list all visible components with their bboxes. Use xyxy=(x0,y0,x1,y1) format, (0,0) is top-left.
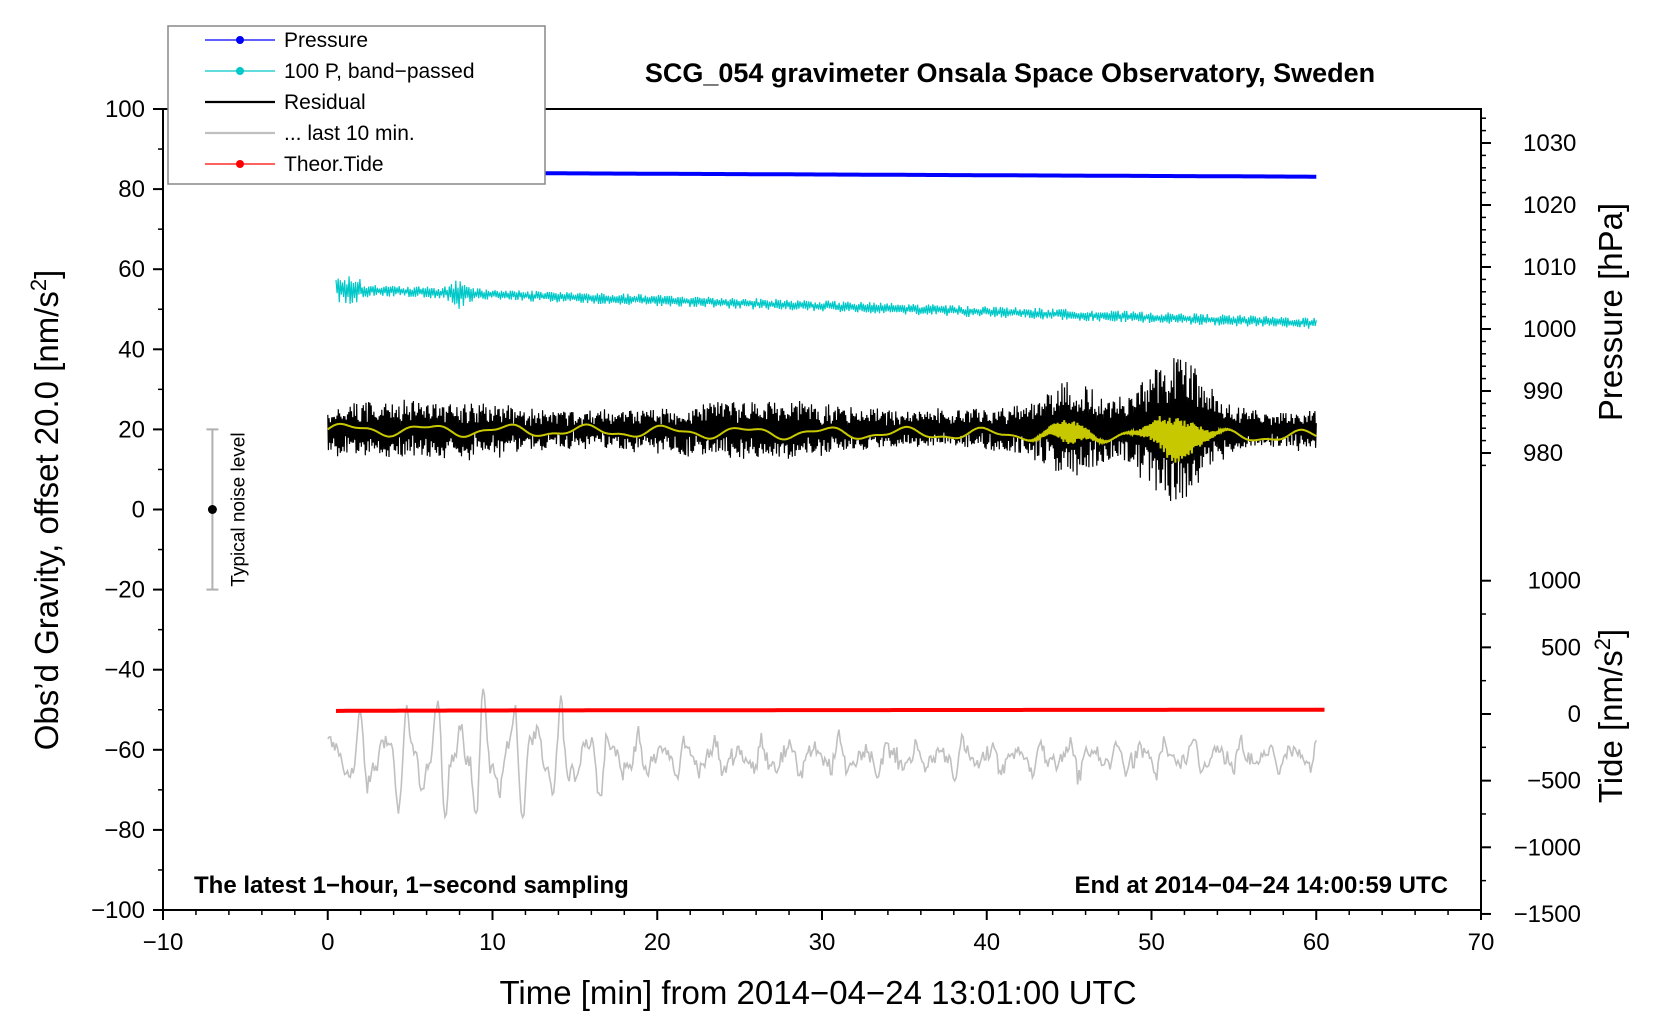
y-axis-title-tide: Tide [nm/s2] xyxy=(1590,629,1629,803)
y-axis-title-tide-main: Tide [nm/s xyxy=(1592,650,1629,803)
tide-tick-label: 0 xyxy=(1568,701,1581,728)
x-tick-label: 60 xyxy=(1303,929,1330,956)
y-axis-title-left: Obs’d Gravity, offset 20.0 [nm/s2] xyxy=(26,270,65,751)
series-last-10-min xyxy=(327,688,1318,820)
y-tick-label-left: −60 xyxy=(104,737,145,764)
legend-label: 100 P, band−passed xyxy=(284,60,475,83)
chart-title: SCG_054 gravimeter Onsala Space Observat… xyxy=(645,58,1375,88)
legend-item: Pressure xyxy=(205,29,368,52)
y-tick-label-left: 60 xyxy=(118,256,145,283)
series-residual-smoothed xyxy=(327,415,1317,463)
y-tick-label-left: −40 xyxy=(104,657,145,684)
legend-item: 100 P, band−passed xyxy=(205,60,475,83)
x-tick-label: 70 xyxy=(1468,929,1495,956)
x-axis-title: Time [min] from 2014−04−24 13:01:00 UTC xyxy=(499,974,1136,1011)
pressure-tick-label: 1030 xyxy=(1523,130,1576,157)
legend: Pressure 100 P, band−passed Residual ... la… xyxy=(167,25,546,185)
y-tick-label-left: 20 xyxy=(118,416,145,443)
annotation-end-time: End at 2014−04−24 14:00:59 UTC xyxy=(1074,872,1448,899)
tide-tick-label: −1500 xyxy=(1514,901,1581,928)
pressure-tick-label: 1010 xyxy=(1523,254,1576,281)
y-tick-label-left: 100 xyxy=(105,96,145,123)
x-tick-label: 10 xyxy=(479,929,506,956)
legend-label: Theor.Tide xyxy=(284,153,384,176)
series-pressure-band-passed xyxy=(335,276,1317,329)
tide-tick-label: 500 xyxy=(1541,634,1581,661)
legend-item: Theor.Tide xyxy=(205,153,384,176)
y-axis-title-tide-sup: 2 xyxy=(1590,638,1615,650)
y-tick-label-left: 40 xyxy=(118,336,145,363)
legend-marker xyxy=(236,67,244,75)
legend-label: Pressure xyxy=(284,29,368,52)
y-axis-title-tide-end: ] xyxy=(1592,629,1629,638)
y-axis-title-pressure: Pressure [hPa] xyxy=(1592,203,1629,421)
pressure-tick-label: 1000 xyxy=(1523,316,1576,343)
noise-center-dot xyxy=(207,505,217,514)
noise-level-indicator: Typical noise level xyxy=(206,428,249,591)
series-residual xyxy=(327,358,1317,502)
annotation-latest-hour: The latest 1−hour, 1−second sampling xyxy=(194,872,629,899)
legend-label: Residual xyxy=(284,91,366,114)
y-tick-label-left: 80 xyxy=(118,176,145,203)
tide-tick-label: 1000 xyxy=(1528,568,1581,595)
y-axis-title-left-main: Obs’d Gravity, offset 20.0 [nm/s xyxy=(28,291,65,750)
legend-label: ... last 10 min. xyxy=(284,122,415,145)
legend-items: Pressure 100 P, band−passed Residual ... la… xyxy=(205,29,475,176)
tide-tick-label: −1000 xyxy=(1514,834,1581,861)
pressure-tick-label: 980 xyxy=(1523,440,1563,467)
axes-layer: −10 0 10 20 30 40 50 60 70100806040200−20−40−60−… xyxy=(91,96,1581,956)
y-tick-label-left: 0 xyxy=(132,497,145,524)
pressure-tick-label: 1020 xyxy=(1523,192,1576,219)
x-tick-label: 0 xyxy=(321,929,334,956)
legend-box xyxy=(167,25,546,185)
x-tick-label: 50 xyxy=(1138,929,1165,956)
x-tick-label: 30 xyxy=(809,929,836,956)
series-theoretical-tide xyxy=(335,707,1325,713)
plot-frame xyxy=(162,108,1482,911)
y-tick-label-left: −100 xyxy=(91,897,145,924)
pressure-tick-label: 990 xyxy=(1523,378,1563,405)
data-series-layer xyxy=(327,170,1325,820)
x-tick-label: 20 xyxy=(644,929,671,956)
tide-tick-label: −500 xyxy=(1527,768,1581,795)
x-tick-label: 40 xyxy=(973,929,1000,956)
y-tick-label-left: −20 xyxy=(104,577,145,604)
y-axis-title-left-end: ] xyxy=(28,270,65,279)
legend-item: ... last 10 min. xyxy=(205,122,415,145)
legend-marker xyxy=(236,36,244,44)
y-tick-label-left: −80 xyxy=(104,817,145,844)
x-tick-label: −10 xyxy=(143,929,184,956)
y-axis-title-left-sup: 2 xyxy=(26,279,51,291)
legend-item: Residual xyxy=(205,91,366,114)
noise-level-label: Typical noise level xyxy=(228,432,249,586)
legend-marker xyxy=(236,160,244,168)
